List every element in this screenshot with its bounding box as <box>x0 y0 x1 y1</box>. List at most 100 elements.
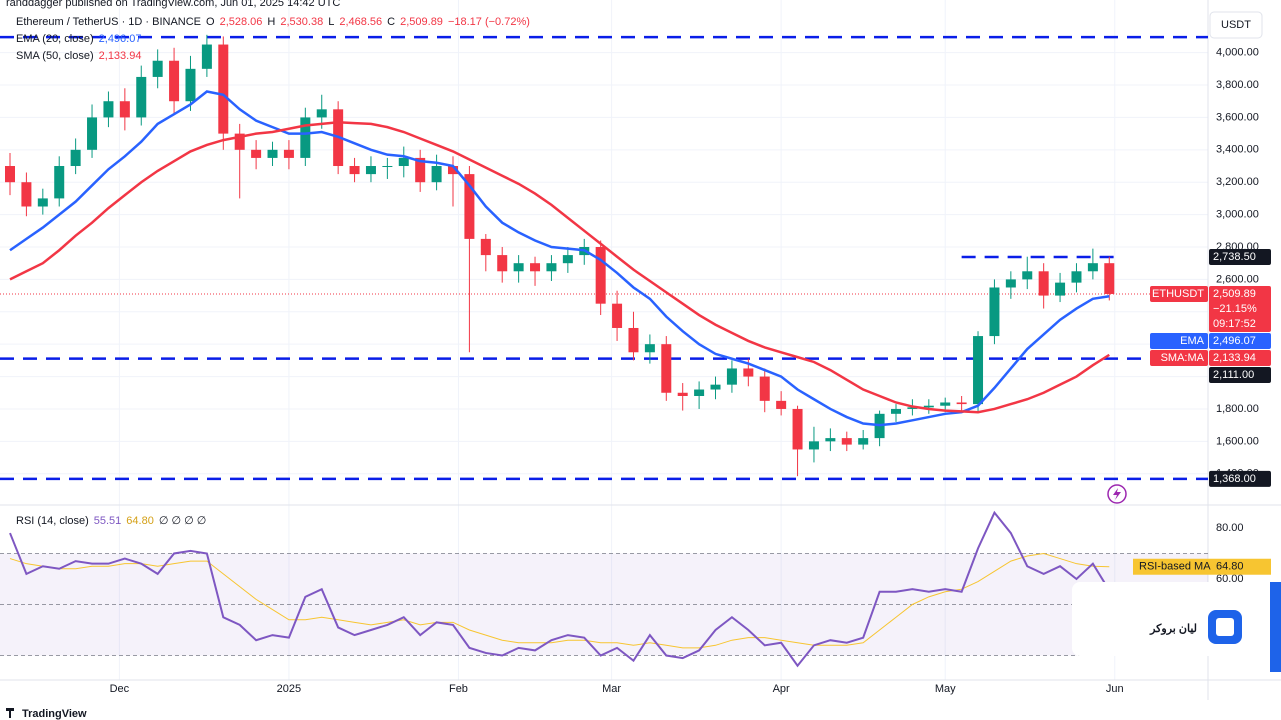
candle-body <box>398 157 409 167</box>
candle-body <box>595 246 606 304</box>
candle-body <box>743 368 754 377</box>
candle-body <box>907 407 918 409</box>
y-tick-label: 60.00 <box>1216 573 1244 585</box>
candle-body <box>267 149 278 158</box>
ohlc-value: 2,530.38 <box>280 16 323 28</box>
y-tick-label: 80.00 <box>1216 522 1244 534</box>
legend-name: EMA (20, close) <box>16 33 94 45</box>
legend-value: 2,133.94 <box>99 50 142 62</box>
candle-body <box>87 117 98 150</box>
price-tag <box>1209 285 1271 332</box>
candle-body <box>349 166 360 175</box>
watermark-text: لیان بروکر <box>1149 623 1197 635</box>
candle-body <box>447 166 458 175</box>
y-tick-label: 3,600.00 <box>1216 111 1259 123</box>
ma-line <box>9 90 1110 427</box>
currency-box[interactable] <box>1209 11 1263 39</box>
rsi-tag-value: 64.80 <box>1216 561 1244 573</box>
ohlc-value: 2,509.89 <box>400 16 443 28</box>
candle-body <box>1055 282 1066 296</box>
candle-body <box>858 438 869 445</box>
candle-body <box>956 402 967 405</box>
ohlc-name: O <box>206 16 215 28</box>
watermark-logo-inner <box>1216 618 1234 636</box>
candle-body <box>169 60 180 102</box>
candle-body <box>530 263 541 272</box>
candle-body <box>776 400 787 409</box>
x-tick-label: Apr <box>773 683 790 695</box>
candle-body <box>923 405 934 408</box>
candle-body <box>497 255 508 272</box>
tag-label <box>1150 285 1208 302</box>
tag-label-text: SMA:MA <box>1161 352 1205 364</box>
price-tag <box>1209 366 1271 383</box>
candle-body <box>661 344 672 393</box>
candle-body <box>136 76 147 118</box>
legend-value: 64.80 <box>126 515 154 527</box>
y-tick-label: 3,800.00 <box>1216 79 1259 91</box>
price-tag-text: 2,111.00 <box>1213 369 1254 381</box>
candle-body <box>431 166 442 183</box>
x-tick-label: Dec <box>110 683 130 695</box>
candle-body <box>792 408 803 450</box>
change-value: −18.17 (−0.72%) <box>448 16 530 28</box>
candle-body <box>5 166 15 183</box>
chart-title: Ethereum / TetherUS · 1D · BINANCE <box>16 16 201 28</box>
price-tag <box>1209 470 1271 487</box>
rsi-tag <box>1133 558 1271 575</box>
currency[interactable]: USDT <box>1221 19 1251 31</box>
candle-body <box>513 263 524 272</box>
attribution: randdagger published on TradingView.com,… <box>6 0 340 9</box>
y-tick-label: 3,200.00 <box>1216 176 1259 188</box>
rsi-line <box>9 552 1110 649</box>
ohlc-name: H <box>267 16 275 28</box>
price-tag-text: 09:17:52 <box>1213 318 1256 330</box>
ohlc-value: 2,468.56 <box>339 16 382 28</box>
candle-body <box>677 392 688 396</box>
ohlc-name: C <box>387 16 395 28</box>
candle-body <box>890 408 901 414</box>
candle-body <box>825 438 836 442</box>
candle-body <box>464 174 475 239</box>
tag-label-text: ETHUSDT <box>1152 288 1204 300</box>
candle-body <box>1022 271 1033 280</box>
candle-body <box>1071 271 1082 283</box>
candle-body <box>612 303 623 328</box>
price-tag <box>1209 332 1271 349</box>
candle-body <box>382 166 393 168</box>
price-tag <box>1209 349 1271 366</box>
candle-body <box>628 327 639 353</box>
watermark: لیان بروکر <box>1072 582 1281 672</box>
candle-body <box>234 133 245 150</box>
candle-body <box>726 368 737 385</box>
x-tick-label: May <box>935 683 956 695</box>
candle-body <box>283 149 294 158</box>
candle-body <box>70 149 81 167</box>
x-tick-label: Feb <box>449 683 468 695</box>
legend-value: 55.51 <box>94 515 122 527</box>
price-tag-text: 1,368.00 <box>1213 473 1256 485</box>
candle-body <box>710 384 721 390</box>
candle-body <box>365 166 376 175</box>
footer-logo <box>6 708 14 718</box>
candle-body <box>1104 263 1115 294</box>
price-tag <box>1209 248 1271 265</box>
watermark-bar <box>1270 582 1281 672</box>
legend-value: 2,496.07 <box>99 33 142 45</box>
ma-line <box>9 121 1110 414</box>
candle-body <box>37 198 48 207</box>
candle-body <box>644 344 655 353</box>
alert-icon[interactable] <box>1107 484 1127 504</box>
footer: TradingView <box>22 708 87 720</box>
y-tick-label: 1,600.00 <box>1216 435 1259 447</box>
ohlc-value: 2,528.06 <box>220 16 263 28</box>
candle-body <box>940 402 951 406</box>
y-tick-label: 1,800.00 <box>1216 403 1259 415</box>
legend-name: SMA (50, close) <box>16 50 94 62</box>
price-tag-text: −21.15% <box>1213 303 1257 315</box>
tag-label-text: EMA <box>1180 335 1205 347</box>
tag-label <box>1150 332 1208 349</box>
